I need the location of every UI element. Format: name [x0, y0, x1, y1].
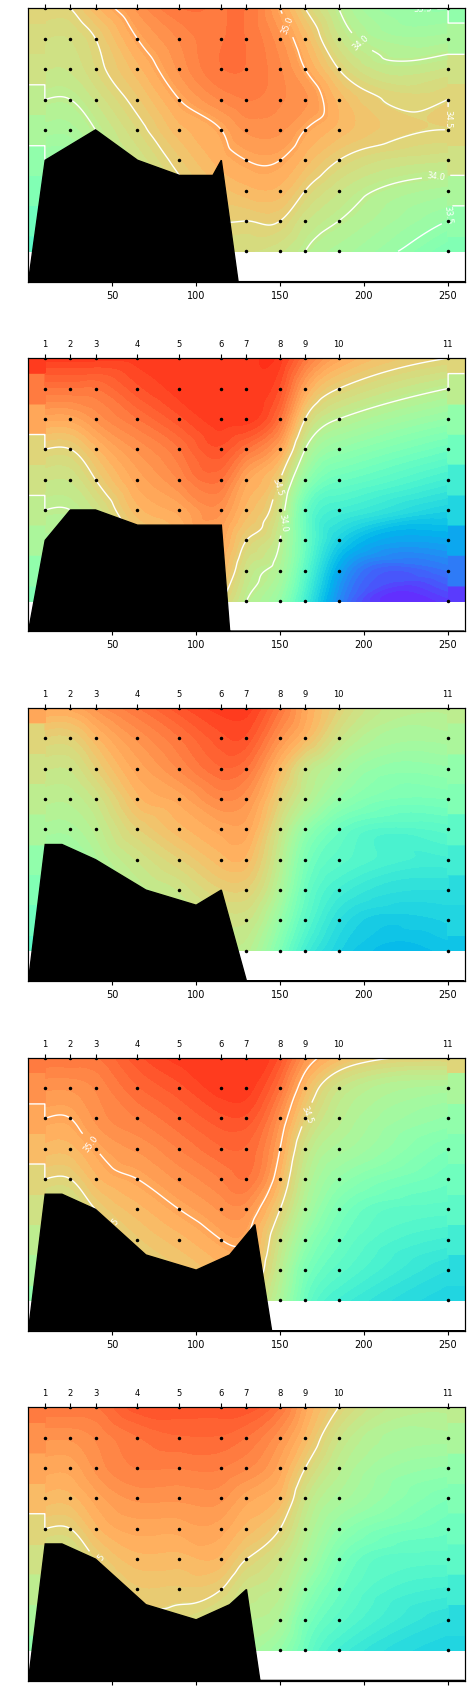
Text: 34.0: 34.0: [106, 150, 124, 171]
Text: 34.5: 34.5: [102, 1216, 121, 1236]
Text: 34.5: 34.5: [270, 476, 284, 498]
Polygon shape: [28, 1544, 465, 1681]
Polygon shape: [28, 1194, 465, 1331]
Polygon shape: [28, 130, 465, 282]
Polygon shape: [28, 510, 465, 632]
Text: 34.5: 34.5: [145, 542, 165, 561]
Text: 33.5: 33.5: [413, 3, 432, 14]
Text: 34.5: 34.5: [89, 1552, 107, 1572]
Text: 34.0: 34.0: [351, 34, 371, 52]
Text: 34.0: 34.0: [426, 171, 446, 182]
Text: 34.0: 34.0: [111, 568, 129, 588]
Text: 33.5: 33.5: [443, 204, 454, 225]
Text: 35.0: 35.0: [82, 1133, 100, 1154]
Text: 34.0: 34.0: [277, 513, 288, 532]
Text: 34.5: 34.5: [444, 110, 453, 128]
Text: 33.5: 33.5: [100, 198, 117, 218]
Text: 34.5: 34.5: [300, 1105, 314, 1125]
Polygon shape: [28, 844, 465, 981]
Text: 35.0: 35.0: [280, 15, 295, 35]
